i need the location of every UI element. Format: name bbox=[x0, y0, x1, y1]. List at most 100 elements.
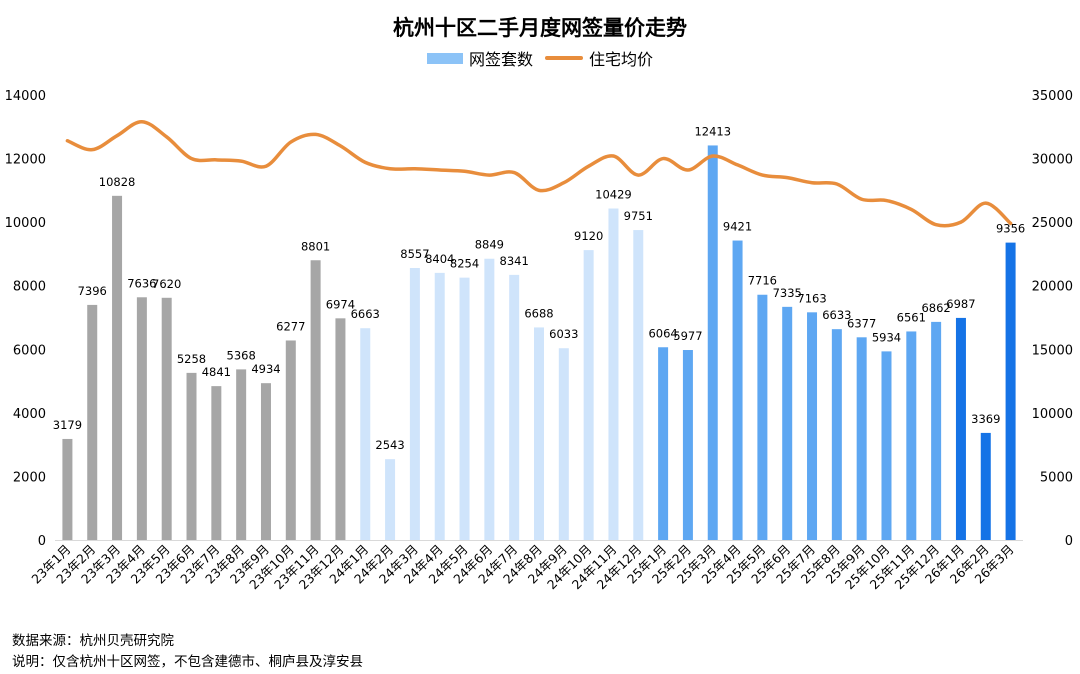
bar bbox=[856, 337, 867, 540]
bar bbox=[757, 294, 768, 540]
bar-value-label: 5977 bbox=[673, 329, 702, 343]
bar bbox=[434, 272, 445, 540]
source-note: 数据来源：杭州贝壳研究院 bbox=[12, 633, 174, 649]
explanation-note: 说明：仅含杭州十区网签，不包含建德市、桐庐县及淳安县 bbox=[12, 654, 363, 670]
bar bbox=[633, 230, 644, 540]
bar bbox=[260, 383, 271, 540]
bar bbox=[484, 258, 495, 540]
bar-value-label: 8404 bbox=[425, 252, 454, 266]
bar-value-label: 7620 bbox=[152, 277, 181, 291]
bar bbox=[955, 317, 966, 540]
bar bbox=[112, 195, 123, 540]
bar-value-label: 6277 bbox=[276, 319, 305, 333]
legend-item-line: 住宅均价 bbox=[545, 46, 653, 70]
bar-value-label: 6377 bbox=[847, 316, 876, 330]
bar-value-label: 3179 bbox=[53, 418, 82, 432]
bar-value-label: 9356 bbox=[996, 222, 1025, 236]
bar bbox=[707, 145, 718, 541]
bar-value-label: 8254 bbox=[450, 257, 479, 271]
bar-value-label: 8557 bbox=[400, 247, 429, 261]
bar bbox=[931, 321, 942, 540]
legend-item-bars: 网签套数 bbox=[426, 46, 533, 70]
bar bbox=[87, 304, 98, 540]
legend-bar-label: 网签套数 bbox=[468, 50, 533, 69]
legend-bar-swatch bbox=[426, 52, 463, 64]
bar bbox=[385, 459, 396, 540]
bar-value-label: 7163 bbox=[797, 291, 826, 305]
y-right-tick-label: 15000 bbox=[1032, 343, 1073, 358]
bar bbox=[62, 438, 73, 540]
y-left-tick-label: 8000 bbox=[13, 280, 46, 295]
bar bbox=[161, 297, 172, 540]
bar-value-label: 6663 bbox=[351, 307, 380, 321]
bar bbox=[682, 350, 693, 540]
bar bbox=[186, 372, 197, 540]
bar-value-label: 2543 bbox=[375, 438, 404, 452]
bar-value-label: 8849 bbox=[475, 238, 504, 252]
bar bbox=[583, 250, 594, 540]
bar-value-label: 7396 bbox=[78, 284, 107, 298]
y-right-tick-label: 5000 bbox=[1040, 470, 1073, 485]
bar bbox=[608, 208, 619, 541]
bar-value-label: 10828 bbox=[99, 175, 136, 189]
y-right-tick-label: 35000 bbox=[1032, 89, 1073, 104]
bar bbox=[906, 331, 917, 540]
bar-value-label: 6064 bbox=[648, 326, 677, 340]
bar bbox=[1005, 242, 1016, 540]
bar-value-label: 5368 bbox=[227, 348, 256, 362]
bar bbox=[658, 347, 669, 540]
bar bbox=[211, 386, 222, 540]
bar-value-label: 5258 bbox=[177, 352, 206, 366]
bar-value-label: 8341 bbox=[500, 254, 529, 268]
y-right-tick-label: 20000 bbox=[1032, 280, 1073, 295]
bar bbox=[509, 274, 520, 540]
y-left-tick-label: 6000 bbox=[13, 343, 46, 358]
bar bbox=[558, 348, 569, 540]
y-right-tick-label: 25000 bbox=[1032, 216, 1073, 231]
bar-value-label: 3369 bbox=[971, 412, 1000, 426]
bar bbox=[782, 306, 793, 540]
bar-value-label: 6862 bbox=[921, 301, 950, 315]
bar-value-label: 6561 bbox=[897, 310, 926, 324]
bar bbox=[310, 260, 321, 540]
bar-value-label: 6033 bbox=[549, 327, 578, 341]
bar-value-label: 7636 bbox=[127, 276, 156, 290]
bar-value-label: 8801 bbox=[301, 239, 330, 253]
bar-value-label: 4934 bbox=[251, 362, 280, 376]
bar-value-label: 10429 bbox=[595, 188, 632, 202]
bar bbox=[807, 312, 818, 540]
y-left-tick-label: 2000 bbox=[13, 470, 46, 485]
bar-value-label: 6688 bbox=[524, 306, 553, 320]
bar-value-label: 4841 bbox=[202, 365, 231, 379]
y-left-tick-label: 14000 bbox=[5, 89, 46, 104]
bar bbox=[236, 369, 247, 540]
chart-legend: 网签套数 住宅均价 bbox=[0, 46, 1080, 70]
bar bbox=[732, 240, 743, 540]
bar bbox=[831, 329, 842, 540]
bar-value-label: 6633 bbox=[822, 308, 851, 322]
bar bbox=[409, 268, 420, 540]
bar-value-label: 7716 bbox=[748, 274, 777, 288]
bar bbox=[335, 318, 346, 540]
bar bbox=[881, 351, 892, 540]
bar-value-label: 6974 bbox=[326, 297, 355, 311]
bar bbox=[534, 327, 544, 540]
y-right-tick-label: 30000 bbox=[1032, 153, 1073, 168]
y-left-tick-label: 12000 bbox=[5, 153, 46, 168]
y-right-tick-label: 10000 bbox=[1032, 407, 1073, 422]
y-right-tick-label: 0 bbox=[1065, 534, 1073, 549]
legend-line-swatch bbox=[545, 56, 583, 60]
price-line bbox=[65, 119, 1013, 228]
bar-value-label: 6987 bbox=[946, 297, 975, 311]
bar-value-label: 5934 bbox=[872, 330, 901, 344]
bar bbox=[360, 328, 371, 540]
bar-value-label: 9421 bbox=[723, 220, 752, 234]
y-left-tick-label: 4000 bbox=[13, 407, 46, 422]
bar-value-label: 7335 bbox=[773, 286, 802, 300]
bar bbox=[459, 277, 470, 540]
bar bbox=[136, 297, 147, 540]
bar-value-label: 12413 bbox=[694, 124, 731, 138]
y-left-tick-label: 10000 bbox=[5, 216, 46, 231]
bar-value-label: 9120 bbox=[574, 229, 603, 243]
